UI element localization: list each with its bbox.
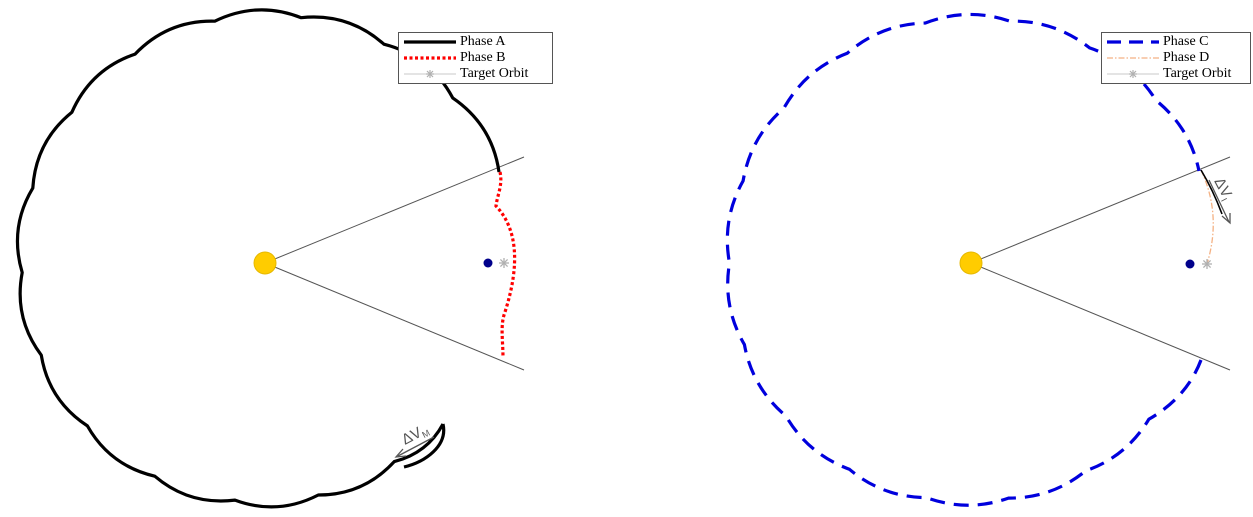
solid-black-icon (404, 40, 456, 44)
sector-line-upper (970, 156, 1231, 264)
delta-v-i-subscript: I (1219, 196, 1229, 203)
legend-label: Phase B (460, 50, 506, 65)
star-gray-icon (1107, 70, 1159, 78)
legend-label: Target Orbit (1163, 66, 1232, 81)
spacecraft-marker (1185, 259, 1195, 269)
legend-left: Phase A Phase B Target Orbit (398, 32, 553, 84)
star-gray-icon (404, 70, 456, 78)
delta-v-m-subscript: M (420, 428, 431, 440)
phase-c-trajectory (725, 12, 1203, 507)
legend-item-phase-a: Phase A (402, 34, 549, 50)
sun-icon (253, 251, 277, 275)
legend-label: Target Orbit (460, 66, 529, 81)
legend-item-target-orbit: Target Orbit (402, 66, 549, 82)
right-panel: ΔVI (725, 12, 1235, 507)
sector-line-upper (264, 156, 525, 264)
phase-d-start-segment (1200, 169, 1223, 215)
sun-icon (959, 251, 983, 275)
dashed-blue-icon (1107, 40, 1159, 44)
legend-label: Phase A (460, 34, 506, 49)
legend-right: Phase C Phase D Target Orbit (1101, 32, 1251, 84)
dashdot-orange-icon (1107, 57, 1159, 59)
left-panel: ΔVM (15, 8, 525, 509)
sector-line-lower (264, 262, 525, 371)
legend-item-target-orbit: Target Orbit (1105, 66, 1247, 82)
legend-item-phase-d: Phase D (1105, 50, 1247, 66)
target-star-icon (1202, 259, 1212, 269)
delta-v-m-label: ΔV (399, 424, 425, 448)
target-star-icon (499, 258, 509, 268)
sector-line-lower (970, 262, 1231, 371)
legend-item-phase-b: Phase B (402, 50, 549, 66)
legend-label: Phase C (1163, 34, 1209, 49)
phase-d-trajectory (1200, 169, 1214, 265)
dotted-red-icon (404, 56, 456, 60)
phase-a-trajectory (15, 8, 501, 509)
legend-item-phase-c: Phase C (1105, 34, 1247, 50)
legend-label: Phase D (1163, 50, 1210, 65)
spacecraft-marker (483, 258, 493, 268)
phase-b-trajectory (494, 171, 517, 359)
